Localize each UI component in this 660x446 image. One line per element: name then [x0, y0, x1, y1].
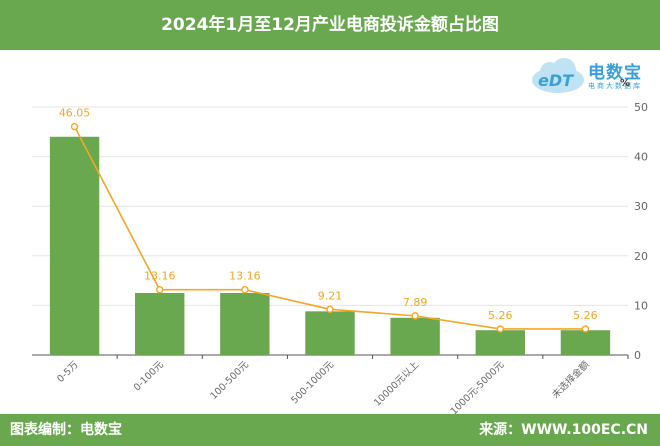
data-label: 9.21: [318, 289, 343, 302]
line-point: [581, 325, 590, 333]
bar: [220, 293, 270, 355]
x-tick-label: 10000元以上: [372, 359, 422, 409]
x-tick-label: 500-1000元: [289, 359, 336, 406]
svg-text:eDT: eDT: [538, 71, 574, 90]
chart-title: 2024年1月至12月产业电商投诉金额占比图: [161, 15, 499, 35]
bar: [135, 293, 185, 355]
footer-credit: 图表编制：电数宝: [10, 422, 122, 438]
bar: [305, 311, 355, 355]
data-label: 5.26: [573, 309, 598, 322]
logo-text: 电数宝: [588, 63, 642, 83]
line-point: [70, 122, 79, 131]
bar: [560, 330, 611, 355]
x-tick-label: 0-100元: [132, 359, 166, 393]
line-point: [156, 286, 164, 294]
y-tick-label: 40: [634, 151, 648, 164]
logo: eDT 电数宝 电商大数据库 %: [528, 56, 658, 96]
bar-line-chart: 0 10 20 30 40 50 0-5万 0-100元 100-500元 500-1000元 10…: [32, 101, 648, 414]
bar: [390, 317, 440, 355]
x-tick-label: 1000元-5000元: [449, 359, 507, 414]
data-label: 46.05: [59, 107, 91, 120]
x-tick-label: 0-5万: [55, 359, 80, 384]
logo-subtext: 电商大数据库: [588, 82, 642, 90]
logo-percent: %: [620, 78, 631, 89]
footer-bar: 图表编制：电数宝 来源：WWW.100EC.CN: [0, 414, 660, 446]
y-tick-label: 20: [634, 250, 648, 263]
y-tick-label: 10: [634, 299, 648, 312]
data-label: 13.16: [229, 270, 261, 283]
bar: [49, 136, 100, 355]
x-tick-label: 未选择金额: [549, 358, 591, 400]
y-tick-label: 0: [634, 349, 641, 362]
data-label: 5.26: [488, 309, 513, 322]
cloud-icon: eDT: [532, 58, 584, 93]
line-point: [241, 286, 249, 294]
bar: [475, 330, 525, 355]
line-point: [326, 305, 334, 314]
x-tick-label: 100-500元: [208, 359, 251, 402]
line-point: [411, 312, 419, 320]
title-bar: 2024年1月至12月产业电商投诉金额占比图: [0, 0, 660, 50]
y-tick-label: 50: [634, 101, 648, 114]
line-point: [496, 325, 504, 333]
data-label: 7.89: [403, 296, 428, 309]
y-tick-label: 30: [634, 200, 648, 213]
footer-source: 来源：WWW.100EC.CN: [479, 422, 648, 438]
data-label: 13.16: [144, 270, 176, 283]
